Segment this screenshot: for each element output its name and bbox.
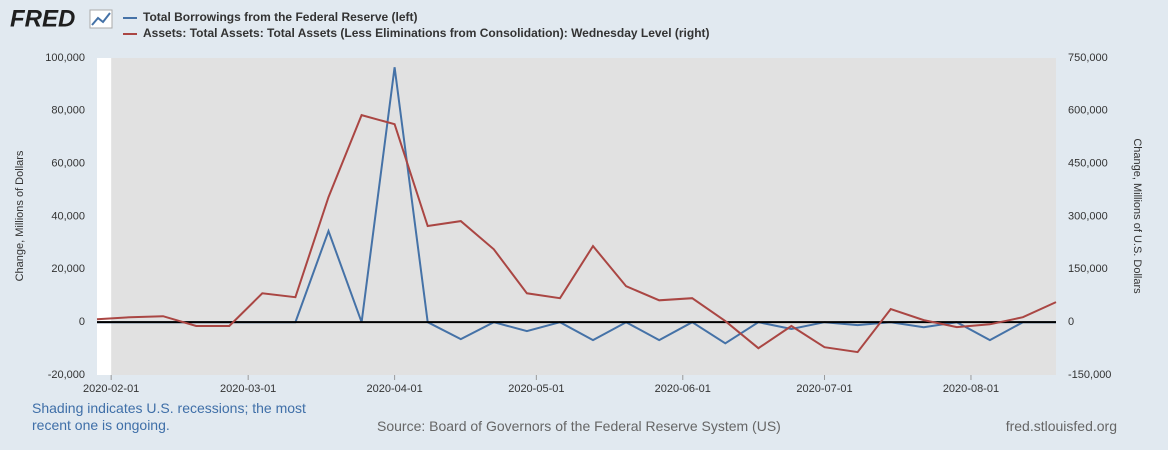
x-tick-label: 2020-08-01 [943, 383, 999, 395]
y-tick-label: 40,000 [51, 210, 85, 222]
x-tick-label: 2020-03-01 [220, 383, 276, 395]
y-tick-label: 100,000 [45, 52, 85, 64]
logo-icon [89, 9, 113, 29]
y2-tick-label: 450,000 [1068, 158, 1108, 170]
y2-tick-label: 0 [1068, 316, 1074, 328]
logo: FRED [10, 5, 75, 32]
x-tick-label: 2020-02-01 [83, 383, 139, 395]
y2-tick-label: -150,000 [1068, 369, 1111, 381]
series-line [96, 113, 1057, 354]
y2-tick-label: 300,000 [1068, 210, 1108, 222]
x-tick-label: 2020-04-01 [366, 383, 422, 395]
legend-label: Assets: Total Assets: Total Assets (Less… [143, 26, 710, 40]
x-tick-label: 2020-05-01 [508, 383, 564, 395]
recession-shading [111, 58, 1056, 375]
y-tick-label: 80,000 [51, 105, 85, 117]
y2-tick-label: 150,000 [1068, 263, 1108, 275]
source: Source: Board of Governors of the Federa… [377, 418, 781, 434]
y-tick-label: 60,000 [51, 158, 85, 170]
site: fred.stlouisfed.org [1005, 418, 1117, 434]
recession-note: Shading indicates U.S. recessions; the m… [32, 400, 306, 433]
y-tick-label: 20,000 [51, 263, 85, 275]
y2-tick-label: 600,000 [1068, 105, 1108, 117]
legend-label: Total Borrowings from the Federal Reserv… [143, 10, 418, 24]
y-tick-label: 0 [79, 316, 85, 328]
y-axis-label: Change, Millions of Dollars [14, 150, 26, 281]
y2-tick-label: 750,000 [1068, 52, 1108, 64]
y2-axis-label: Change, Millions of U.S. Dollars [1131, 138, 1143, 294]
y-tick-label: -20,000 [48, 369, 85, 381]
x-tick-label: 2020-06-01 [655, 383, 711, 395]
x-tick-label: 2020-07-01 [796, 383, 852, 395]
